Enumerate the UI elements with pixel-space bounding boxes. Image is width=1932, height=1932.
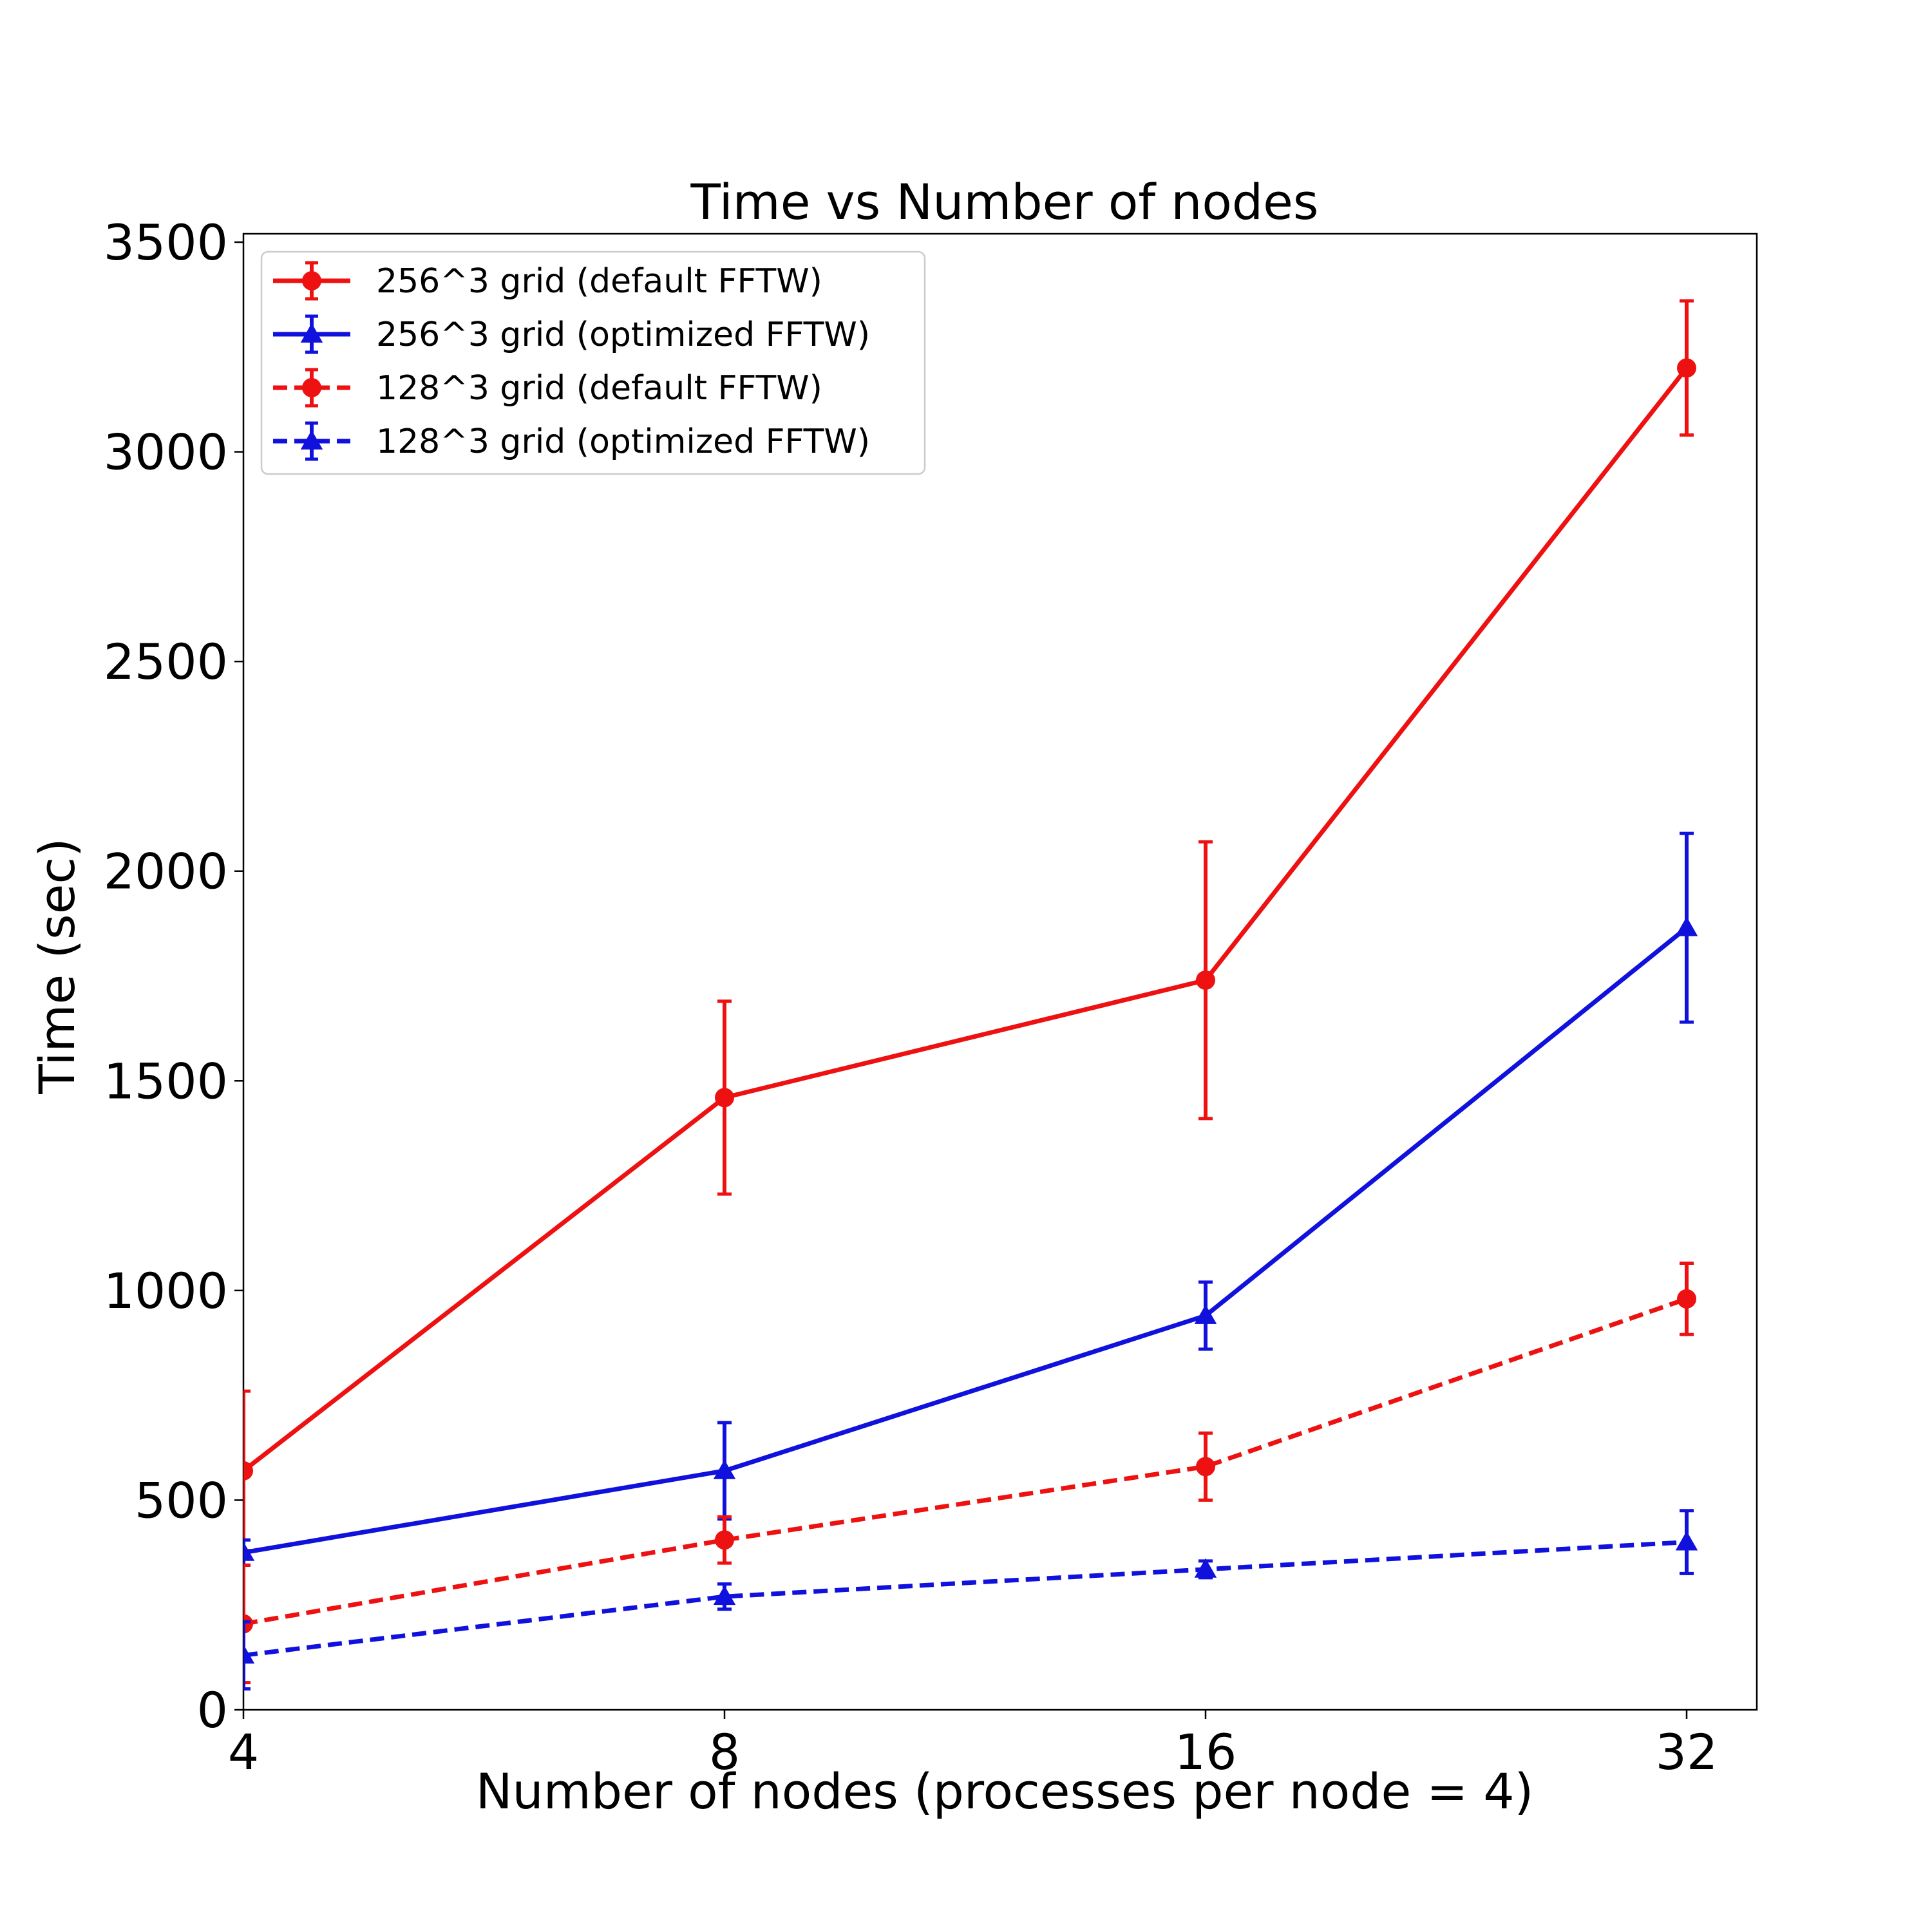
data-point bbox=[1675, 916, 1698, 936]
y-tick-label: 1000 bbox=[104, 1262, 228, 1320]
legend-label: 256^3 grid (default FFTW) bbox=[376, 262, 822, 301]
legend-label: 256^3 grid (optimized FFTW) bbox=[376, 316, 870, 354]
series-line bbox=[243, 1296, 1688, 1626]
x-tick-label: 16 bbox=[1175, 1723, 1237, 1781]
legend-marker bbox=[300, 323, 323, 343]
series-3 bbox=[243, 1262, 1696, 1685]
data-point bbox=[1677, 1289, 1696, 1309]
data-point bbox=[1194, 1304, 1217, 1324]
data-point bbox=[713, 1459, 736, 1479]
series-line bbox=[243, 925, 1689, 1555]
data-point bbox=[243, 1541, 255, 1561]
data-point bbox=[243, 1461, 253, 1481]
legend-item-3: 128^3 grid (default FFTW) bbox=[273, 368, 822, 408]
legend-item-4: 128^3 grid (optimized FFTW) bbox=[273, 421, 870, 461]
series-line bbox=[243, 366, 1689, 1473]
data-point bbox=[1194, 1558, 1217, 1578]
series-line bbox=[243, 1540, 1687, 1658]
y-tick-label: 3000 bbox=[104, 424, 228, 481]
y-axis-label: Time (sec) bbox=[28, 838, 86, 1095]
chart-title: Time vs Number of nodes bbox=[690, 173, 1318, 231]
legend-marker bbox=[302, 378, 321, 397]
x-tick-label: 32 bbox=[1656, 1723, 1718, 1781]
data-point bbox=[1196, 971, 1215, 990]
series-4 bbox=[243, 1509, 1698, 1690]
series-2 bbox=[243, 831, 1698, 1567]
y-tick-label: 3500 bbox=[104, 214, 228, 271]
legend-item-1: 256^3 grid (default FFTW) bbox=[273, 261, 822, 301]
legend-marker bbox=[300, 430, 323, 450]
data-point bbox=[1677, 358, 1696, 378]
data-point bbox=[715, 1088, 734, 1108]
y-tick-label: 0 bbox=[197, 1681, 228, 1739]
x-axis-label: Number of nodes (processes per node = 4) bbox=[476, 1763, 1534, 1820]
legend-item-2: 256^3 grid (optimized FFTW) bbox=[273, 314, 870, 354]
plot-area: 4 8 16 32 0 500 1000 1500 2000 2500 3000 3500 256^3 … bbox=[104, 214, 1758, 1781]
series-1 bbox=[243, 299, 1696, 1553]
x-tick-label: 4 bbox=[228, 1723, 259, 1781]
data-layer bbox=[243, 299, 1698, 1690]
legend-marker bbox=[302, 271, 321, 290]
plot-frame bbox=[242, 232, 1758, 1711]
legend-label: 128^3 grid (default FFTW) bbox=[376, 369, 822, 408]
y-tick-label: 2000 bbox=[104, 843, 228, 900]
y-tick-label: 500 bbox=[135, 1472, 228, 1529]
legend-box bbox=[260, 251, 926, 475]
data-point bbox=[1196, 1457, 1215, 1477]
x-tick-label: 8 bbox=[709, 1723, 740, 1781]
data-point bbox=[1675, 1531, 1698, 1551]
y-tick-label: 2500 bbox=[104, 633, 228, 690]
legend: 256^3 grid (default FFTW) 256^3 grid (opt… bbox=[260, 251, 926, 475]
y-tick-label: 1500 bbox=[104, 1052, 228, 1110]
data-point bbox=[243, 1614, 253, 1634]
legend-label: 128^3 grid (optimized FFTW) bbox=[376, 422, 870, 461]
data-point bbox=[713, 1585, 736, 1605]
data-point bbox=[243, 1644, 255, 1664]
data-point bbox=[715, 1530, 734, 1550]
